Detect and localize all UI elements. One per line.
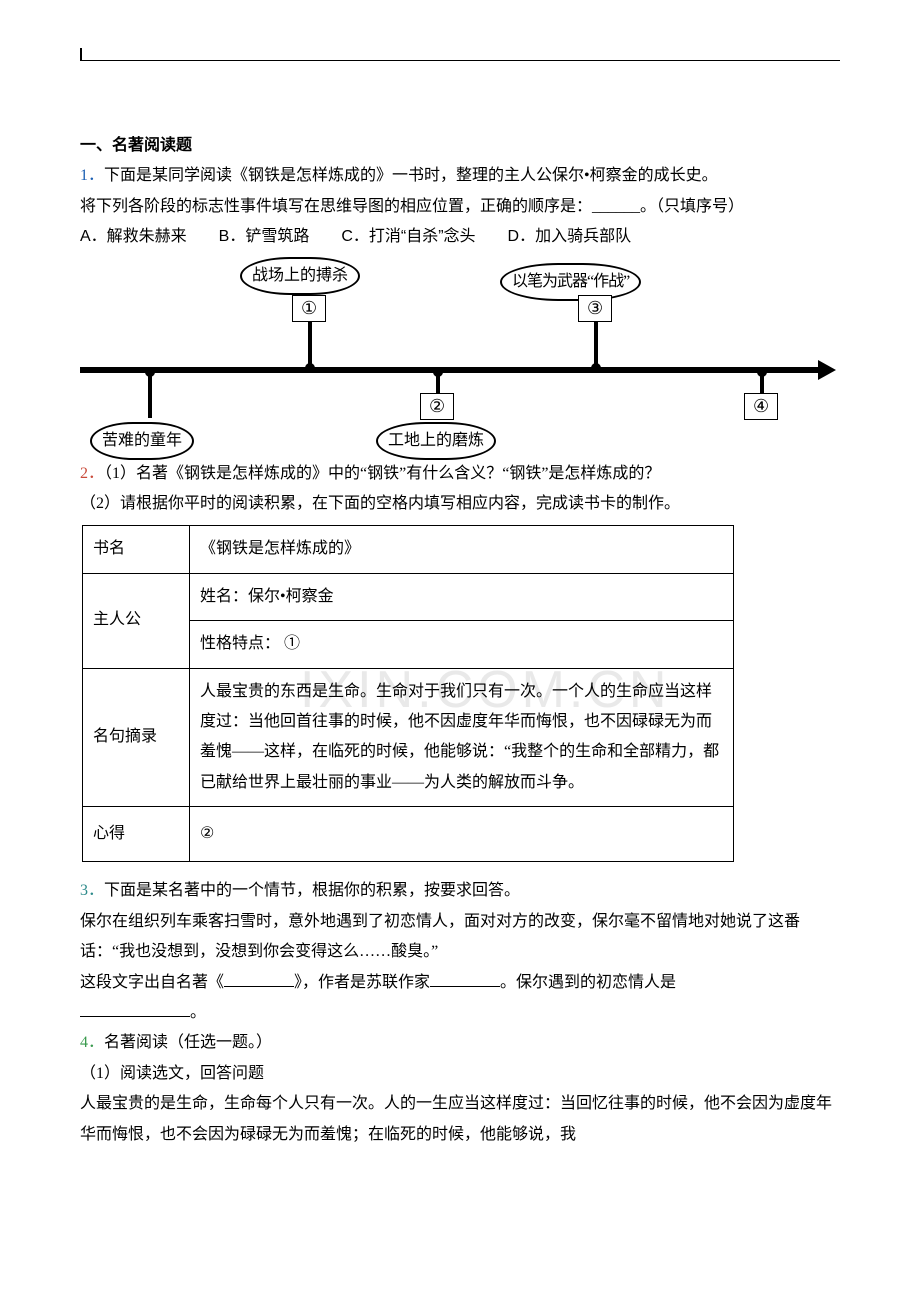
q2-number: 2．	[80, 465, 104, 482]
q2-part1: 2．（1）名著《钢铁是怎样炼成的》中的“钢铁”有什么含义？“钢铁”是怎样炼成的？	[80, 459, 840, 489]
q4-title: 名著阅读（任选一题。）	[104, 1034, 272, 1051]
section-title: 一、名著阅读题	[80, 137, 192, 154]
growth-timeline-diagram: 战场上的搏杀 以笔为武器“作战” 苦难的童年 工地上的磨炼 ① ② ③ ④	[80, 257, 820, 457]
q1-line1: 1．下面是某同学阅读《钢铁是怎样炼成的》一书时，整理的主人公保尔•柯察金的成长史…	[80, 161, 840, 191]
tick-2	[308, 321, 312, 369]
box-1: ①	[292, 295, 326, 322]
q3-tail-period: 。	[190, 1004, 206, 1021]
cell-book-value: 《钢铁是怎样炼成的》	[190, 526, 734, 573]
dot-3	[433, 367, 443, 377]
table-row: 心得 ②	[83, 807, 734, 862]
cell-quotes-label: 名句摘录	[83, 668, 190, 807]
box-3: ③	[578, 295, 612, 322]
q1-line2: 将下列各阶段的标志性事件填写在思维导图的相应位置，正确的顺序是：______。（…	[80, 192, 840, 222]
q4-line1: 4．名著阅读（任选一题。）	[80, 1028, 840, 1058]
dot-1	[145, 367, 155, 377]
table-row: 名句摘录 人最宝贵的东西是生命。生命对于我们只有一次。一个人的生命应当这样度过：…	[83, 668, 734, 807]
q3-body1: 保尔在组织列车乘客扫雪时，意外地遇到了初恋情人，面对对方的改变，保尔毫不留情地对…	[80, 907, 840, 968]
ruler-tick	[80, 48, 82, 60]
q3-body2c: 。保尔遇到的初恋情人是	[500, 974, 676, 991]
content-body: 一、名著阅读题 1．下面是某同学阅读《钢铁是怎样炼成的》一书时，整理的主人公保尔…	[80, 131, 840, 1150]
oval-bottom-left: 苦难的童年	[90, 422, 194, 460]
q3-tail: 。	[80, 998, 840, 1028]
q1-options: A．解救朱赫来 B．铲雪筑路 C．打消“自杀”念头 D．加入骑兵部队	[80, 222, 840, 252]
axis-line	[80, 367, 820, 373]
cell-book-label: 书名	[83, 526, 190, 573]
box-4: ④	[744, 393, 778, 420]
cell-quotes-value: 人最宝贵的东西是生命。生命对于我们只有一次。一个人的生命应当这样度过：当他回首往…	[190, 668, 734, 807]
cell-protagonist-label: 主人公	[83, 573, 190, 668]
tick-1	[148, 370, 152, 418]
cell-protagonist-name: 姓名：保尔•柯察金	[190, 573, 734, 620]
q3-body2b: 》，作者是苏联作家	[294, 974, 430, 991]
blank-lover	[80, 1000, 190, 1017]
dot-5	[757, 367, 767, 377]
q3-intro: 下面是某名著中的一个情节，根据你的积累，按要求回答。	[104, 882, 520, 899]
cell-notes-value: ②	[190, 807, 734, 862]
document-page: IXIN.COM.CN 一、名著阅读题 1．下面是某同学阅读《钢铁是怎样炼成的》…	[0, 0, 920, 1302]
section-heading: 一、名著阅读题	[80, 131, 840, 161]
blank-book	[224, 970, 294, 987]
blank-author	[430, 970, 500, 987]
table-row: 书名 《钢铁是怎样炼成的》	[83, 526, 734, 573]
q1-number: 1．	[80, 167, 104, 184]
q3-body2: 这段文字出自名著《 》，作者是苏联作家 。保尔遇到的初恋情人是	[80, 968, 840, 998]
cell-notes-label: 心得	[83, 807, 190, 862]
top-rule	[80, 60, 840, 61]
table-row: 主人公 姓名：保尔•柯察金	[83, 573, 734, 620]
oval-top-left: 战场上的搏杀	[240, 257, 360, 295]
q3-line1: 3．下面是某名著中的一个情节，根据你的积累，按要求回答。	[80, 876, 840, 906]
q1-intro1: 下面是某同学阅读《钢铁是怎样炼成的》一书时，整理的主人公保尔•柯察金的成长史。	[104, 167, 718, 184]
dot-2	[305, 363, 315, 373]
q4-sub: （1）阅读选文，回答问题	[80, 1059, 840, 1089]
oval-top-right: 以笔为武器“作战”	[500, 263, 641, 301]
q3-number: 3．	[80, 882, 104, 899]
box-2: ②	[420, 393, 454, 420]
cell-protagonist-trait: 性格特点： ①	[190, 621, 734, 668]
q4-number: 4．	[80, 1034, 104, 1051]
reading-card-table: 书名 《钢铁是怎样炼成的》 主人公 姓名：保尔•柯察金 性格特点： ① 名句摘录…	[82, 525, 734, 862]
tick-4	[594, 321, 598, 369]
q4-body: 人最宝贵的是生命，生命每个人只有一次。人的一生应当这样度过：当回忆往事的时候，他…	[80, 1089, 840, 1150]
oval-bottom-mid: 工地上的磨炼	[376, 422, 496, 460]
q2-part1-text: （1）名著《钢铁是怎样炼成的》中的“钢铁”有什么含义？“钢铁”是怎样炼成的？	[104, 465, 660, 482]
dot-4	[591, 363, 601, 373]
axis-arrowhead	[818, 360, 836, 380]
spacer	[80, 862, 840, 876]
q3-body2a: 这段文字出自名著《	[80, 974, 224, 991]
q2-part2: （2）请根据你平时的阅读积累，在下面的空格内填写相应内容，完成读书卡的制作。	[80, 489, 840, 519]
